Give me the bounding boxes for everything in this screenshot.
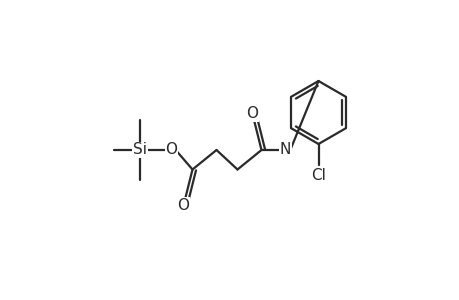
Text: N: N: [279, 142, 291, 158]
Text: O: O: [246, 106, 258, 122]
Text: Si: Si: [133, 142, 147, 158]
Text: O: O: [165, 142, 177, 158]
Text: Cl: Cl: [310, 168, 325, 183]
Text: O: O: [177, 198, 189, 213]
